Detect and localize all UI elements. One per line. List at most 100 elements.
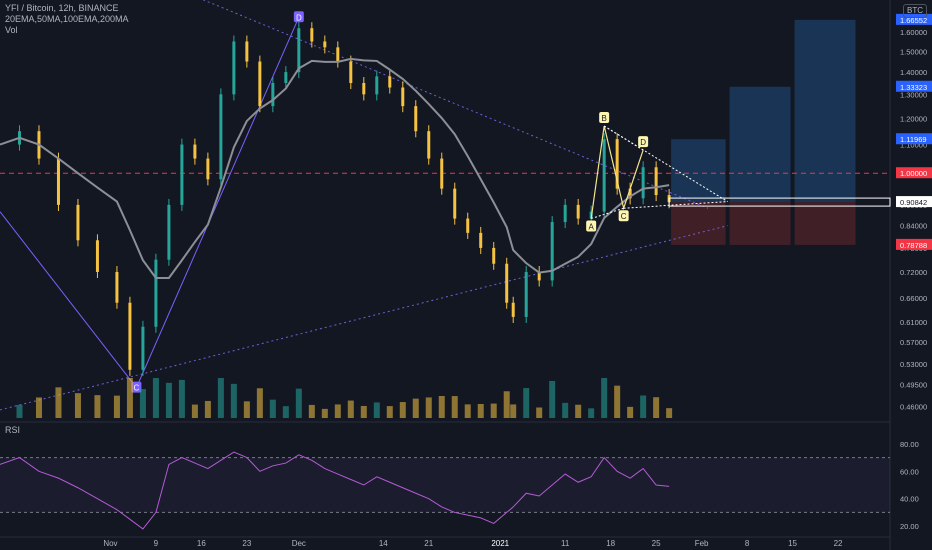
volume-bar bbox=[282, 406, 289, 418]
pattern-marker-0 bbox=[131, 381, 142, 393]
volume-label[interactable]: Vol bbox=[5, 25, 18, 35]
target-zone-1 bbox=[729, 86, 791, 203]
candle-body bbox=[524, 271, 528, 317]
indicator-list[interactable]: 20EMA,50MA,100EMA,200MA bbox=[5, 14, 129, 24]
volume-bar bbox=[510, 404, 517, 418]
volume-bar bbox=[334, 404, 341, 418]
volume-bar bbox=[230, 383, 237, 418]
harmonic-label-A: A bbox=[588, 223, 594, 232]
price-tick-label: 0.53000 bbox=[900, 360, 927, 369]
volume-bar bbox=[549, 380, 556, 418]
harmonic-marker-2 bbox=[618, 210, 629, 222]
rsi-label[interactable]: RSI bbox=[5, 425, 21, 435]
pattern-leg-2 bbox=[135, 17, 300, 388]
time-tick-label: 2021 bbox=[491, 539, 509, 548]
time-tick-label: 23 bbox=[242, 539, 251, 548]
rsi-line bbox=[0, 451, 670, 530]
volume-bar bbox=[373, 402, 380, 418]
time-tick-label: 9 bbox=[154, 539, 159, 548]
candle-body bbox=[414, 106, 418, 132]
harmonic-marker-3 bbox=[638, 136, 649, 148]
volume-bar bbox=[536, 407, 543, 418]
stop-zone-1 bbox=[729, 202, 791, 245]
price-label-bg-2 bbox=[896, 133, 932, 145]
candle-body bbox=[76, 204, 80, 241]
chart-title: YFI / Bitcoin, 12h, BINANCE bbox=[5, 3, 119, 13]
volume-bar bbox=[256, 388, 263, 418]
candle-body bbox=[219, 94, 223, 180]
price-tick-label: 0.72000 bbox=[900, 268, 927, 277]
candle-body bbox=[453, 188, 457, 219]
volume-bar bbox=[126, 378, 133, 418]
rsi-tick-label: 60.00 bbox=[900, 467, 919, 476]
price-tick-label: 0.57000 bbox=[900, 338, 927, 347]
price-label-3: 1.00000 bbox=[900, 169, 927, 178]
candle-body bbox=[167, 204, 171, 260]
price-label-bg-3 bbox=[896, 167, 932, 179]
rsi-band-fill bbox=[0, 457, 890, 513]
candle-body bbox=[550, 222, 554, 281]
volume-bar bbox=[152, 378, 159, 418]
rsi-tick-label: 20.00 bbox=[900, 522, 919, 531]
harmonic-label-D: D bbox=[640, 138, 646, 147]
volume-bar bbox=[94, 395, 101, 418]
candle-body bbox=[284, 72, 288, 84]
time-tick-label: 14 bbox=[379, 539, 388, 548]
volume-bar bbox=[113, 395, 120, 418]
volume-bar bbox=[451, 396, 458, 418]
candle-body bbox=[180, 144, 184, 205]
volume-bar bbox=[269, 399, 276, 418]
harmonic-label-B: B bbox=[601, 114, 606, 123]
price-tick-label: 1.20000 bbox=[900, 114, 927, 123]
harmonic-label-C: C bbox=[621, 212, 627, 221]
price-tick-label: 1.40000 bbox=[900, 68, 927, 77]
time-tick-label: 25 bbox=[652, 539, 661, 548]
candle-body bbox=[297, 28, 301, 73]
candle-body bbox=[440, 158, 444, 189]
target-zone-2 bbox=[794, 19, 856, 203]
candle-body bbox=[401, 87, 405, 107]
candle-body bbox=[537, 271, 541, 281]
candle-body bbox=[628, 188, 632, 199]
candle-body bbox=[602, 139, 606, 212]
candle-body bbox=[362, 83, 366, 95]
time-tick-label: Dec bbox=[292, 539, 306, 548]
candle-body bbox=[641, 167, 645, 199]
volume-bar bbox=[16, 404, 23, 418]
harmonic-path bbox=[590, 125, 644, 219]
time-tick-label: 18 bbox=[606, 539, 615, 548]
candle-body bbox=[323, 41, 327, 48]
rsi-panel-background bbox=[0, 437, 890, 533]
price-label-bg-4 bbox=[896, 196, 932, 208]
candle-body bbox=[466, 218, 470, 233]
current-price-box bbox=[668, 197, 891, 207]
candle-body bbox=[492, 247, 496, 264]
volume-bar bbox=[425, 397, 432, 418]
volume-bar bbox=[601, 378, 608, 418]
volume-bar bbox=[627, 406, 634, 418]
stop-zone-2 bbox=[794, 202, 856, 245]
volume-bar bbox=[204, 400, 211, 418]
price-label-4: 0.90842 bbox=[900, 198, 927, 207]
price-tick-label: 1.60000 bbox=[900, 28, 927, 37]
harmonic-projection-upper bbox=[603, 125, 728, 202]
candle-body bbox=[95, 240, 99, 272]
candle-body bbox=[511, 302, 515, 317]
candle-body bbox=[388, 76, 392, 88]
candle-body bbox=[271, 83, 275, 107]
volume-bar bbox=[503, 391, 510, 418]
time-tick-label: 16 bbox=[197, 539, 206, 548]
pattern-marker-1 bbox=[293, 11, 304, 23]
volume-bar bbox=[165, 382, 172, 418]
time-tick-label: Feb bbox=[695, 539, 709, 548]
candle-body bbox=[375, 76, 379, 95]
currency-badge[interactable]: BTC bbox=[903, 4, 927, 18]
price-tick-label: 0.49500 bbox=[900, 381, 927, 390]
volume-bar bbox=[399, 402, 406, 418]
candle-body bbox=[232, 41, 236, 95]
price-label-0: 1.66552 bbox=[900, 16, 927, 25]
harmonic-marker-1 bbox=[599, 112, 610, 124]
candle-body bbox=[615, 139, 619, 189]
volume-bar bbox=[588, 408, 595, 418]
volume-bar bbox=[360, 405, 367, 418]
